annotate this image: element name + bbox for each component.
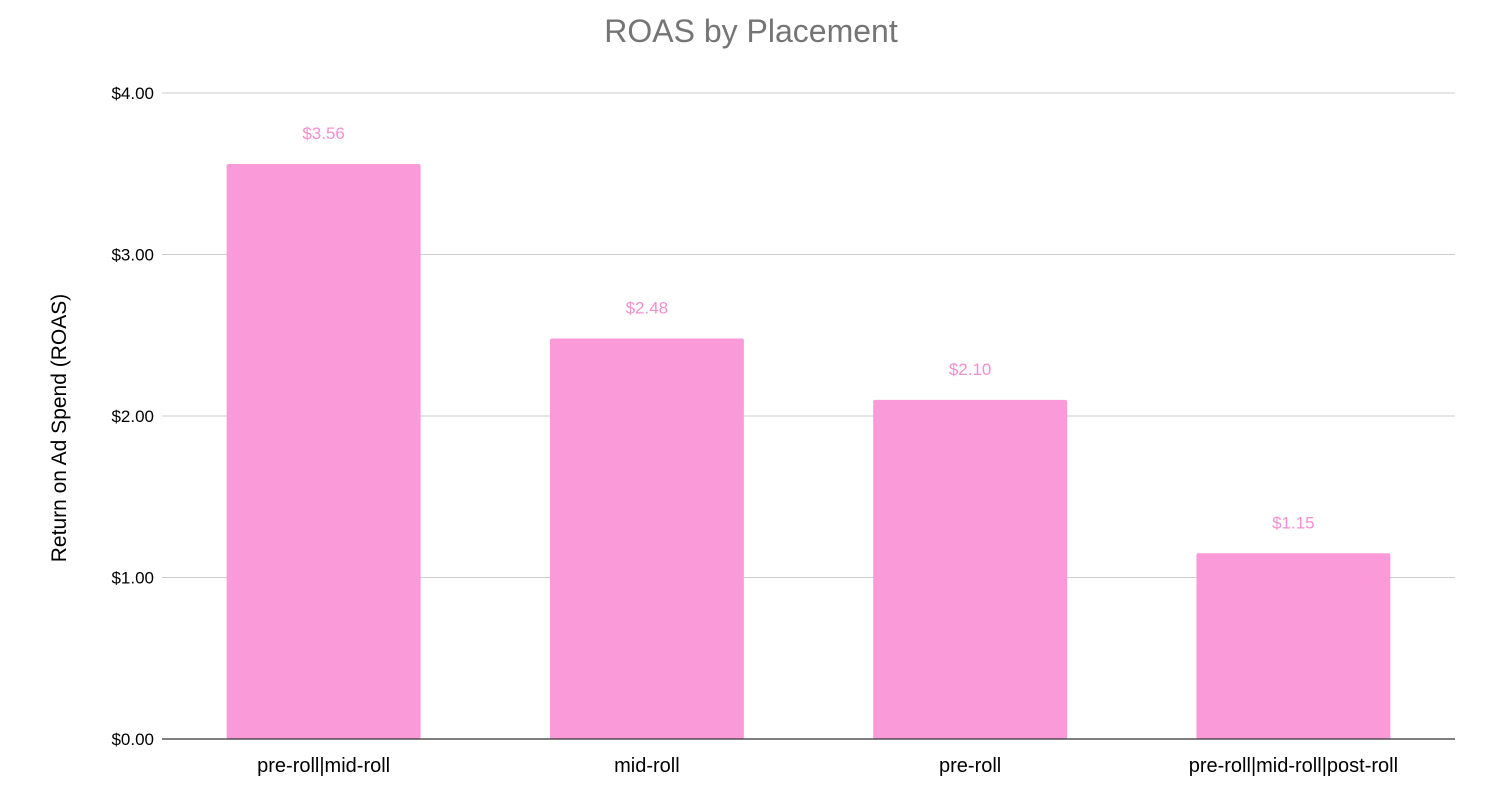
data-label: $2.48 (626, 298, 669, 317)
y-tick-label: $4.00 (111, 84, 154, 103)
bar (226, 164, 421, 739)
x-tick-label: pre-roll|mid-roll (257, 755, 390, 777)
bar (873, 399, 1068, 739)
data-label: $1.15 (1272, 513, 1315, 532)
bars (226, 164, 1391, 739)
data-labels: $3.56 $2.48 $2.10 $1.15 (302, 124, 1314, 532)
bar (1196, 553, 1391, 739)
y-tick-label: $0.00 (111, 730, 154, 749)
x-axis-ticks: pre-roll|mid-roll mid-roll pre-roll pre-rol… (257, 755, 1398, 777)
x-tick-label: pre-roll (939, 755, 1001, 777)
chart-title: ROAS by Placement (604, 13, 898, 49)
data-label: $2.10 (949, 360, 992, 379)
y-axis-title: Return on Ad Spend (ROAS) (48, 294, 71, 562)
x-tick-label: pre-roll|mid-roll|post-roll (1189, 755, 1398, 777)
x-tick-label: mid-roll (614, 755, 680, 777)
y-axis-ticks: $0.00 $1.00 $2.00 $3.00 $4.00 (111, 84, 154, 749)
y-tick-label: $2.00 (111, 407, 154, 426)
y-tick-label: $1.00 (111, 569, 154, 588)
data-label: $3.56 (302, 124, 345, 143)
y-tick-label: $3.00 (111, 246, 154, 265)
bar (549, 338, 744, 739)
